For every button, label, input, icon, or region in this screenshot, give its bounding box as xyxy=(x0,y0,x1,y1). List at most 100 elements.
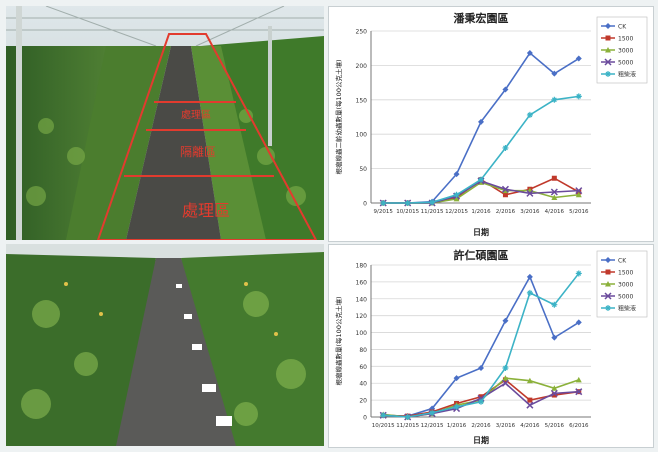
zone-label-near: 處理區 xyxy=(182,201,230,220)
y-tick-label: 100 xyxy=(356,132,368,139)
x-tick-label: 12/2015 xyxy=(445,209,468,215)
series-series-4 xyxy=(380,93,582,206)
data-point-series-4 xyxy=(526,111,533,118)
legend-marker xyxy=(605,47,611,53)
data-point-series-4 xyxy=(478,398,484,405)
data-point-series-4 xyxy=(551,301,558,308)
x-tick-label: 4/2016 xyxy=(545,209,565,215)
x-tick-label: 1/2016 xyxy=(471,209,491,215)
x-tick-label: 5/2016 xyxy=(545,423,565,429)
y-tick-label: 40 xyxy=(359,381,367,388)
legend-label: 5000 xyxy=(618,60,633,67)
greenhouse-photo-bottom-drawing xyxy=(6,244,324,446)
zone-overlay xyxy=(96,33,318,240)
data-point-series-4 xyxy=(380,200,387,206)
x-tick-label: 6/2016 xyxy=(569,423,589,429)
y-tick-label: 160 xyxy=(356,279,368,286)
x-tick-label: 10/2015 xyxy=(372,423,395,429)
chart-panel-1: 潘秉宏園區 0 50 100 150 200 250 9/2015 10/2015 11/2015… xyxy=(328,6,654,242)
data-point-ck xyxy=(526,50,533,57)
line-chart-2: 許仁碩園區 0 20 40 60 80 100 120 140 160 180 10/2015 11/2… xyxy=(334,248,648,445)
data-point-series-4 xyxy=(575,270,582,277)
data-point-ck xyxy=(478,118,484,125)
data-point-ck xyxy=(502,317,509,324)
legend-label: CK xyxy=(618,258,627,265)
x-tick-label: 9/2015 xyxy=(374,209,394,215)
data-point-5000 xyxy=(550,389,558,397)
x-tick-label: 12/2015 xyxy=(421,423,444,429)
greenhouse-photo-bottom xyxy=(6,244,324,446)
x-tick-label: 5/2016 xyxy=(569,209,589,215)
chart-title: 潘秉宏園區 xyxy=(454,11,509,25)
data-point-ck xyxy=(551,70,558,77)
data-point-3000 xyxy=(502,375,509,381)
y-axis-label: 根瘤線蟲二齡幼蟲數量(每100公克土壤) xyxy=(334,60,343,175)
y-tick-label: 200 xyxy=(356,63,368,70)
legend-marker xyxy=(605,281,611,287)
y-tick-label: 140 xyxy=(356,296,368,303)
legend: CK 1500 3000 5000 粗柴液 xyxy=(596,16,648,84)
y-tick-label: 60 xyxy=(359,364,367,371)
y-tick-label: 120 xyxy=(356,313,368,320)
data-point-series-4 xyxy=(551,96,558,103)
data-point-ck xyxy=(526,273,533,280)
data-point-5000 xyxy=(575,388,583,396)
x-axis-label: 日期 xyxy=(473,435,489,445)
legend-marker xyxy=(604,58,612,66)
legend-marker xyxy=(605,305,611,311)
legend-marker xyxy=(605,35,611,41)
x-tick-label: 10/2015 xyxy=(396,209,419,215)
legend-label: CK xyxy=(618,24,627,31)
legend-label: 3000 xyxy=(618,282,633,289)
data-point-ck xyxy=(575,55,582,62)
zone-label-far: 處理區 xyxy=(181,108,211,121)
data-point-ck xyxy=(478,365,484,372)
greenhouse-photo-top: 處理區 隔離區 處理區 xyxy=(6,6,324,240)
x-tick-label: 4/2016 xyxy=(520,423,540,429)
y-tick-label: 0 xyxy=(363,201,367,208)
data-point-series-4 xyxy=(453,403,460,410)
legend-marker xyxy=(605,257,611,263)
data-point-ck xyxy=(575,319,582,326)
x-tick-label: 3/2016 xyxy=(520,209,540,215)
data-point-3000 xyxy=(575,376,582,383)
data-point-5000 xyxy=(501,379,509,387)
legend-label: 1500 xyxy=(618,36,633,43)
data-point-3000 xyxy=(551,194,558,200)
data-point-series-4 xyxy=(453,191,460,198)
x-tick-label: 3/2016 xyxy=(496,423,516,429)
legend-label: 粗柴液 xyxy=(618,305,636,313)
x-tick-label: 2/2016 xyxy=(471,423,491,429)
data-point-series-4 xyxy=(526,289,533,296)
data-point-5000 xyxy=(526,189,534,197)
data-point-1500 xyxy=(478,394,484,400)
data-point-3000 xyxy=(453,195,460,202)
data-point-1500 xyxy=(551,175,557,181)
data-point-5000 xyxy=(526,401,534,409)
data-point-series-4 xyxy=(502,144,509,151)
y-tick-label: 50 xyxy=(359,166,367,173)
data-point-ck xyxy=(551,334,558,341)
legend: CK 1500 3000 5000 粗柴液 xyxy=(596,250,648,318)
y-tick-label: 0 xyxy=(363,415,367,422)
data-point-series-4 xyxy=(575,93,582,100)
x-tick-label: 11/2015 xyxy=(396,423,419,429)
greenhouse-photo-top-drawing: 處理區 隔離區 處理區 xyxy=(6,6,324,240)
data-point-ck xyxy=(502,86,509,93)
legend-label: 1500 xyxy=(618,270,633,277)
y-tick-label: 100 xyxy=(356,330,368,337)
data-point-1500 xyxy=(551,392,557,398)
data-point-series-4 xyxy=(404,200,411,206)
legend-marker xyxy=(604,292,612,300)
data-point-series-4 xyxy=(404,414,411,420)
chart-title: 許仁碩園區 xyxy=(454,248,509,262)
y-axis-label: 根瘤線蟲數量(每100公克土壤) xyxy=(334,297,343,386)
x-tick-label: 1/2016 xyxy=(447,423,467,429)
data-point-ck xyxy=(453,171,460,178)
data-point-3000 xyxy=(551,385,558,391)
legend-marker xyxy=(605,269,611,275)
data-point-series-4 xyxy=(380,412,387,419)
series-line-series-4 xyxy=(383,95,579,204)
data-point-3000 xyxy=(526,377,533,384)
data-point-series-4 xyxy=(502,365,509,372)
